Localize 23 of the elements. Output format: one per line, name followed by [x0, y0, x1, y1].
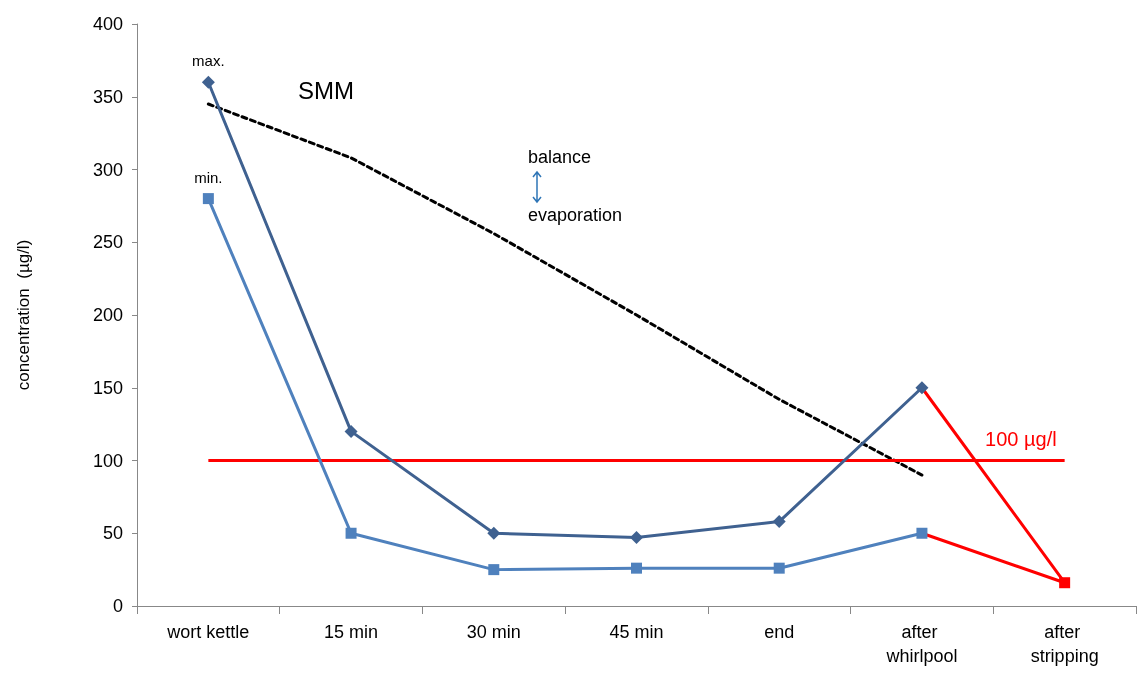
annotation: balance [528, 147, 592, 167]
ref-line-label: 100 µg/l [985, 427, 1057, 450]
x-tick-label: 45 min [609, 622, 664, 642]
y-tick-label: 100 [92, 450, 123, 471]
y-tick-label: 350 [92, 86, 123, 107]
x-tick-label: end [764, 622, 795, 642]
y-tick-label: 300 [92, 159, 123, 180]
x-tick-label: wort kettle [166, 622, 250, 642]
x-tick-label: after whirlpool [885, 622, 958, 666]
series-label: max. [192, 51, 225, 69]
y-tick-label: 400 [92, 14, 123, 34]
x-tick-label: after stripping [1030, 622, 1099, 666]
y-tick-label: 250 [92, 232, 123, 253]
y-tick-label: 200 [92, 305, 123, 325]
y-tick-label: 0 [112, 596, 123, 616]
annotation: evaporation [528, 205, 623, 225]
x-tick-label: 30 min [466, 622, 521, 642]
y-tick-label: 150 [92, 377, 123, 398]
y-tick-label: 50 [102, 523, 123, 544]
annotation: SMM [298, 76, 354, 104]
x-tick-label: 15 min [324, 622, 379, 642]
y-axis-title: concentration (µg/l) [14, 239, 33, 391]
series-label: min. [194, 169, 223, 187]
